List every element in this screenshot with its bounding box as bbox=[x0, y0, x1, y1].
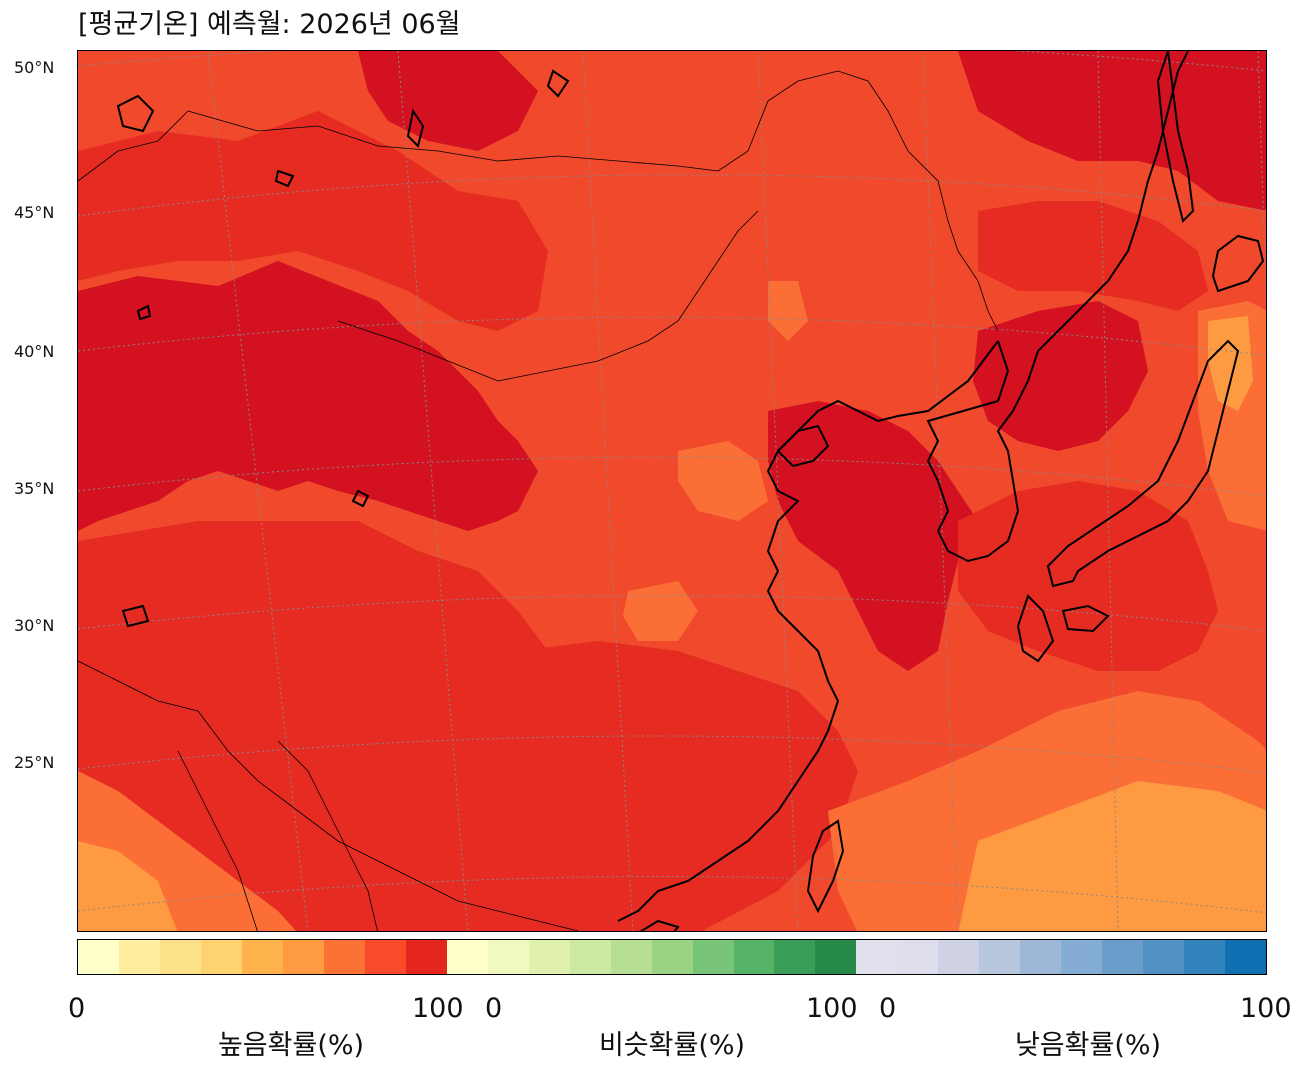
region-high-80-southchina bbox=[518, 641, 858, 931]
lat-label-30: 30°N bbox=[14, 616, 55, 635]
colorbar-swatch-0-5 bbox=[282, 940, 324, 974]
colorbar-swatch-1-7 bbox=[733, 940, 775, 974]
colorbar-low-max: 100 bbox=[1240, 993, 1292, 1024]
region-high-90-tibet bbox=[78, 261, 538, 531]
colorbar-high-max: 100 bbox=[412, 993, 464, 1024]
colorbar-swatch-0-1 bbox=[118, 940, 160, 974]
lat-label-40: 40°N bbox=[14, 342, 55, 361]
colorbar-high-min: 0 bbox=[68, 993, 86, 1024]
colorbar-low-min: 0 bbox=[879, 993, 897, 1024]
colorbar-swatch-2-1 bbox=[897, 940, 939, 974]
region-high-50-japan bbox=[1208, 316, 1253, 411]
colorbar-swatch-1-0 bbox=[446, 940, 488, 974]
colorbar-swatch-2-4 bbox=[1020, 940, 1062, 974]
region-high-80-ne bbox=[978, 201, 1208, 311]
colorbar-similar-min: 0 bbox=[485, 993, 503, 1024]
region-high-50-pacific bbox=[958, 781, 1266, 931]
colorbar-swatch-2-3 bbox=[979, 940, 1021, 974]
region-high-90-yellowsea bbox=[768, 401, 978, 671]
region-high-80-west bbox=[78, 111, 548, 331]
colorbar-swatch-2-6 bbox=[1102, 940, 1144, 974]
region-high-60-yangtze bbox=[623, 581, 698, 641]
colorbar-swatch-2-5 bbox=[1061, 940, 1103, 974]
region-high-90-north bbox=[358, 51, 538, 151]
region-high-90-eastsea bbox=[973, 301, 1148, 451]
colorbar-swatch-0-8 bbox=[405, 940, 447, 974]
colorbar-low-label: 낮음확률(%) bbox=[1014, 1030, 1162, 1061]
colorbar-high-label: 높음확률(%) bbox=[217, 1030, 365, 1061]
colorbar-swatch-1-3 bbox=[569, 940, 611, 974]
colorbar-swatch-1-2 bbox=[528, 940, 570, 974]
colorbar-swatch-2-9 bbox=[1225, 940, 1267, 974]
colorbar-swatch-2-7 bbox=[1143, 940, 1185, 974]
colorbar-swatch-2-8 bbox=[1184, 940, 1226, 974]
coastlines bbox=[116, 51, 1265, 931]
colorbar-swatch-0-4 bbox=[241, 940, 283, 974]
lat-label-35: 35°N bbox=[14, 479, 55, 498]
colorbar-swatch-1-6 bbox=[692, 940, 734, 974]
colorbar-swatch-1-9 bbox=[815, 940, 857, 974]
colorbar-swatch-0-2 bbox=[159, 940, 201, 974]
chart-title: [평균기온] 예측월: 2026년 06월 bbox=[78, 9, 461, 40]
colorbar-swatch-0-3 bbox=[200, 940, 242, 974]
colorbar-swatch-0-0 bbox=[78, 940, 119, 974]
lat-label-25: 25°N bbox=[14, 753, 55, 772]
graticule bbox=[78, 51, 1266, 931]
region-high-50-sw-corner bbox=[78, 841, 178, 931]
region-high-80-south bbox=[78, 521, 638, 931]
region-high-90-northeast bbox=[958, 51, 1266, 211]
borders bbox=[78, 70, 999, 931]
region-high-60-central bbox=[678, 441, 768, 521]
colorbar-swatch-1-1 bbox=[487, 940, 529, 974]
lat-label-50: 50°N bbox=[14, 58, 55, 77]
colorbar-swatch-2-0 bbox=[856, 940, 898, 974]
colorbar-swatch-2-2 bbox=[938, 940, 980, 974]
colorbar-similar-max: 100 bbox=[806, 993, 858, 1024]
colorbar-swatch-1-4 bbox=[610, 940, 652, 974]
forecast-map bbox=[77, 50, 1267, 932]
colorbar-swatch-1-8 bbox=[774, 940, 816, 974]
probability-regions bbox=[78, 51, 1266, 931]
region-high-60-mongolia bbox=[768, 281, 808, 341]
lat-label-45: 45°N bbox=[14, 203, 55, 222]
probability-colorbar bbox=[77, 939, 1267, 975]
colorbar-swatch-0-7 bbox=[364, 940, 406, 974]
colorbar-swatch-1-5 bbox=[651, 940, 693, 974]
colorbar-swatch-0-6 bbox=[323, 940, 365, 974]
colorbar-similar-label: 비슷확률(%) bbox=[598, 1030, 746, 1061]
